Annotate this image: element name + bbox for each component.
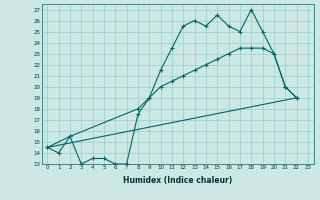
X-axis label: Humidex (Indice chaleur): Humidex (Indice chaleur): [123, 176, 232, 185]
